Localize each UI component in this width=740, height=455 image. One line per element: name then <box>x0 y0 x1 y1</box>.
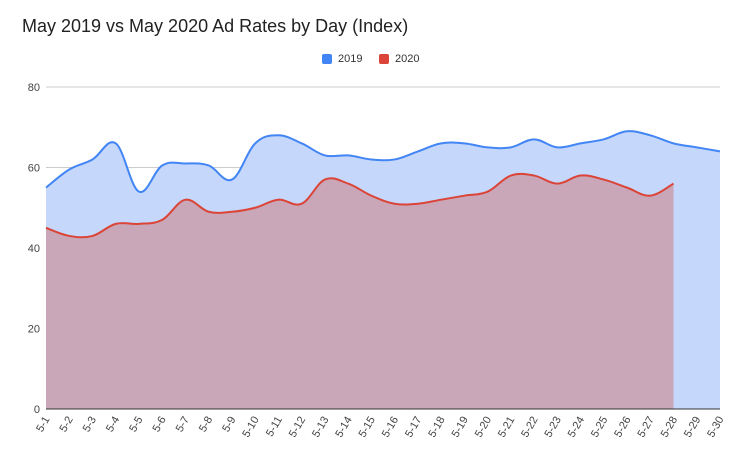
x-tick-label: 5-5 <box>127 415 145 435</box>
x-tick-label: 5-24 <box>566 415 587 440</box>
legend-swatch-2020 <box>379 54 389 64</box>
y-tick-label: 20 <box>28 324 40 336</box>
x-tick-label: 5-19 <box>450 415 471 440</box>
legend-swatch-2019 <box>322 54 332 64</box>
y-tick-label: 60 <box>28 163 40 175</box>
x-tick-label: 5-10 <box>240 415 261 440</box>
x-tick-label: 5-13 <box>310 415 331 440</box>
x-tick-label: 5-3 <box>81 415 99 435</box>
x-tick-label: 5-21 <box>496 415 517 440</box>
x-tick-label: 5-6 <box>150 415 168 435</box>
x-tick-label: 5-11 <box>264 415 285 439</box>
chart-title: May 2019 vs May 2020 Ad Rates by Day (In… <box>22 16 409 36</box>
series-line-2020[interactable] <box>45 172 675 239</box>
x-tick-label: 5-20 <box>473 414 494 439</box>
x-tick-label: 5-1 <box>34 415 52 435</box>
legend-item-2019[interactable]: 2019 <box>322 53 362 65</box>
y-tick-label: 0 <box>34 404 40 416</box>
x-tick-label: 5-26 <box>612 415 633 440</box>
y-tick-label: 40 <box>28 243 40 255</box>
x-tick-label: 5-12 <box>287 415 308 440</box>
x-tick-label: 5-29 <box>682 415 703 440</box>
x-tick-label: 5-22 <box>519 415 540 440</box>
x-tick-label: 5-23 <box>543 415 564 440</box>
x-tick-label: 5-16 <box>380 415 401 440</box>
x-tick-label: 5-9 <box>220 415 238 435</box>
x-tick-label: 5-25 <box>589 415 610 440</box>
x-tick-label: 5-15 <box>357 415 378 440</box>
x-tick-label: 5-17 <box>403 415 424 440</box>
series-area-2020 <box>46 173 674 409</box>
x-tick-label: 5-18 <box>426 415 447 440</box>
x-tick-label: 5-30 <box>705 415 726 440</box>
x-tick-label: 5-28 <box>659 415 680 440</box>
x-tick-label: 5-7 <box>174 415 192 435</box>
legend-item-2020[interactable]: 2020 <box>379 53 419 65</box>
series-line-2019[interactable] <box>45 130 721 193</box>
x-tick-label: 5-2 <box>57 415 75 435</box>
legend-label-2020: 2020 <box>395 53 420 65</box>
legend-label-2019: 2019 <box>338 53 363 65</box>
x-tick-label: 5-4 <box>104 415 122 435</box>
x-tick-label: 5-27 <box>635 415 656 440</box>
x-tick-label: 5-14 <box>333 415 354 440</box>
y-tick-label: 80 <box>28 82 40 94</box>
x-tick-label: 5-8 <box>197 415 215 435</box>
legend: 2019 2020 <box>0 53 740 69</box>
